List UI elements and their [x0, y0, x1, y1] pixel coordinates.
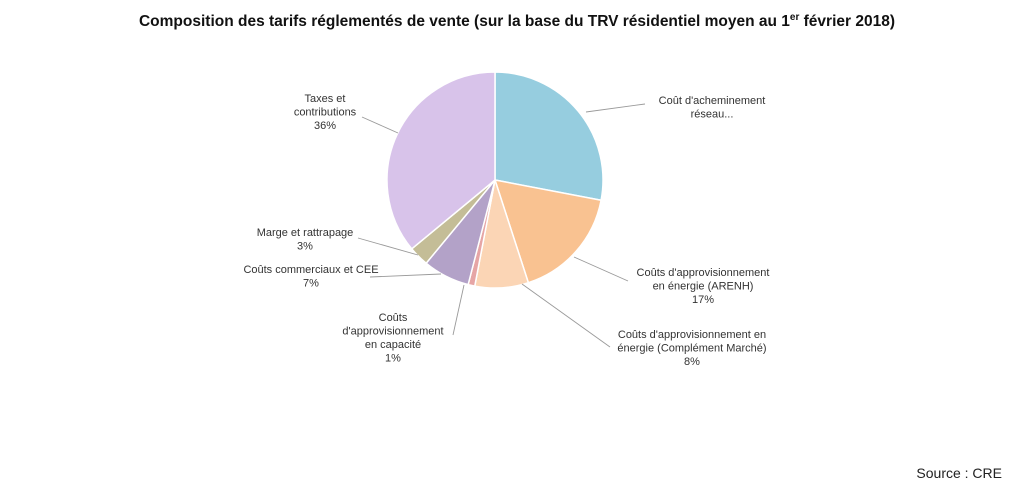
- slice-label-line: 7%: [303, 278, 319, 290]
- leader-line-1: [573, 256, 629, 282]
- pie-slice-6: [386, 71, 496, 250]
- slice-label-line: Coûts commerciaux et CEE: [243, 264, 378, 276]
- slice-label-3: Coûts d'approvisionnement en capacité 1%: [342, 312, 443, 365]
- slice-label-line: Coûts d'approvisionnement: [637, 267, 770, 279]
- slice-label-line: énergie (Complément Marché): [617, 343, 766, 355]
- leader-line-4: [369, 273, 442, 278]
- slice-label-4: Coûts commerciaux et CEE 7%: [243, 264, 378, 290]
- slice-label-line: d'approvisionnement: [342, 326, 443, 338]
- chart-title-tail: février 2018): [799, 13, 895, 31]
- slice-label-line: 36%: [314, 120, 336, 132]
- leader-lines: [357, 103, 646, 348]
- leader-line-6: [361, 116, 399, 134]
- leader-line-0: [585, 103, 646, 113]
- slice-label-5: Marge et rattrapage 3%: [257, 227, 354, 253]
- chart-title: Composition des tarifs réglementés de ve…: [0, 12, 1034, 31]
- slice-labels: Coût d'acheminement réseau... Coûts d'appr…: [243, 93, 769, 368]
- slice-label-line: en capacité: [365, 339, 421, 351]
- slice-label-line: Coût d'acheminement: [659, 95, 766, 107]
- slice-label-line: Coûts d'approvisionnement en: [618, 329, 766, 341]
- slice-label-line: Taxes et: [305, 93, 346, 105]
- pie-slice-0: [494, 71, 604, 202]
- slice-label-line: 3%: [297, 241, 313, 253]
- slice-label-line: réseau...: [691, 109, 734, 121]
- slice-label-6: Taxes et contributions 36%: [294, 93, 357, 132]
- source-note: Source : CRE: [916, 465, 1002, 481]
- slice-label-line: contributions: [294, 107, 357, 119]
- leader-line-3: [452, 284, 465, 336]
- slice-label-line: en énergie (ARENH): [653, 281, 754, 293]
- slice-label-line: 8%: [684, 356, 700, 368]
- leader-line-5: [357, 237, 419, 256]
- slice-label-line: Coûts: [379, 312, 408, 324]
- chart-title-main: Composition des tarifs réglementés de ve…: [138, 13, 790, 31]
- chart-title-sup: er: [789, 12, 800, 23]
- slice-label-line: Marge et rattrapage: [257, 227, 354, 239]
- leader-line-2: [521, 283, 611, 348]
- slice-label-line: 1%: [385, 353, 401, 365]
- slice-label-1: Coûts d'approvisionnement en énergie (ARE…: [637, 267, 770, 306]
- pie-slices: [386, 71, 604, 289]
- slice-label-line: 17%: [692, 294, 714, 306]
- pie-slice-1: [493, 179, 602, 284]
- slice-label-0: Coût d'acheminement réseau...: [659, 95, 766, 121]
- slice-label-2: Coûts d'approvisionnement en énergie (Com…: [617, 329, 766, 368]
